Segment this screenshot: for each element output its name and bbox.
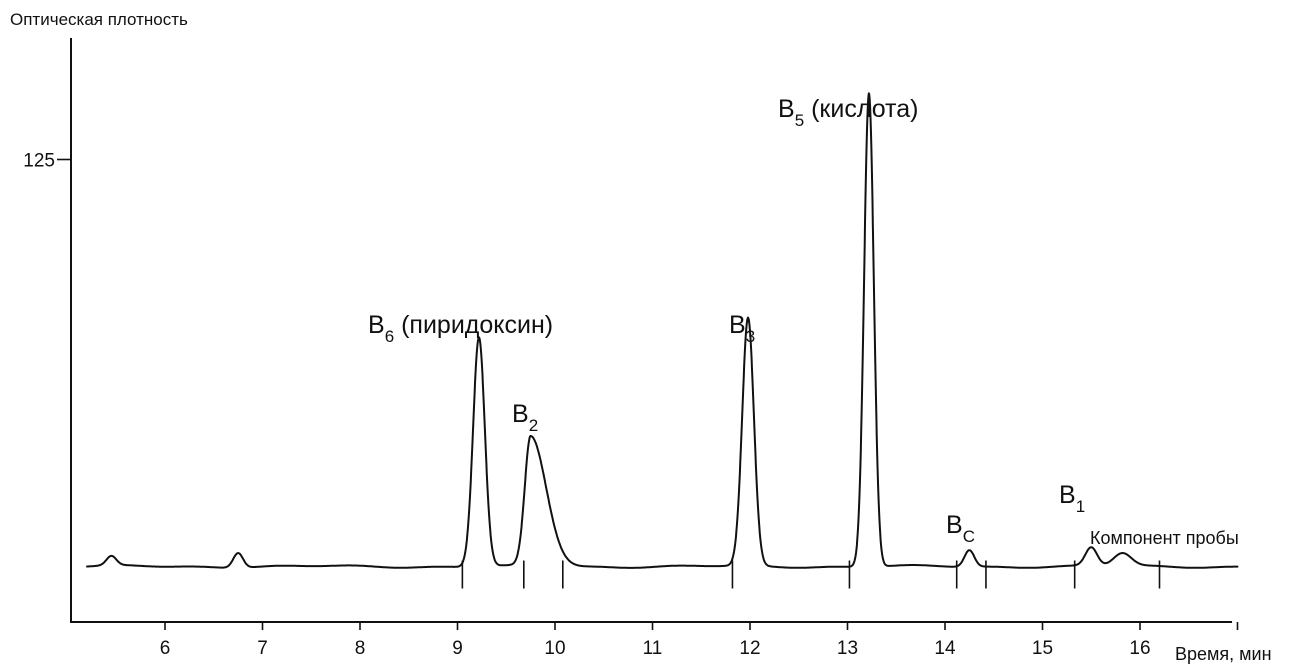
peak-label: B6 (пиридоксин) <box>368 311 553 346</box>
x-axis-title: Время, мин <box>1175 644 1272 664</box>
x-tick-label: 16 <box>1129 638 1150 659</box>
peak-label: Компонент пробы <box>1090 528 1239 548</box>
x-tick-label: 13 <box>837 638 858 659</box>
y-axis-title: Оптическая плотность <box>10 10 188 29</box>
peak-label: B2 <box>512 400 538 435</box>
y-axis-ticks: 125 <box>23 151 71 172</box>
y-tick-label: 125 <box>23 151 55 172</box>
x-tick-label: 12 <box>739 638 760 659</box>
chromatogram-trace <box>86 92 1239 569</box>
x-tick-label: 8 <box>355 638 366 659</box>
peak-label: BC <box>946 511 975 546</box>
x-tick-label: 7 <box>257 638 268 659</box>
injection-markers <box>461 560 1161 589</box>
x-tick-label: 9 <box>452 638 463 659</box>
x-tick-label: 6 <box>160 638 171 659</box>
x-axis-ticks: 6 7 8 9 10 11 12 13 14 15 16 <box>160 622 1239 659</box>
x-tick-label: 14 <box>934 638 956 659</box>
x-tick-label: 15 <box>1032 638 1053 659</box>
x-tick-label: 10 <box>544 638 565 659</box>
peak-labels: B6 (пиридоксин) B2 B3 B5 (кислота) BC B1Компо… <box>368 95 1239 548</box>
x-tick-label: 11 <box>643 638 663 659</box>
peak-label: B1 <box>1059 481 1085 516</box>
peak-label: B3 <box>729 311 755 346</box>
peak-label: B5 (кислота) <box>778 95 918 130</box>
